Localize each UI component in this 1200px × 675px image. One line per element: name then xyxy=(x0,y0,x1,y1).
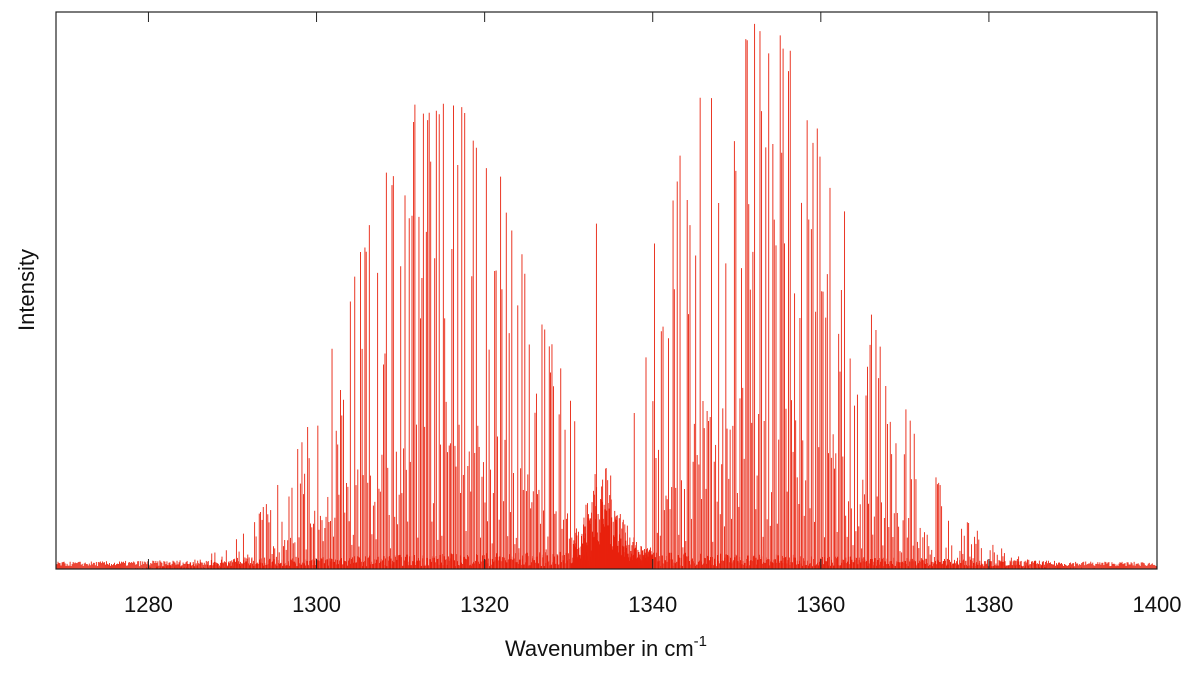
plot-frame xyxy=(55,11,1158,570)
x-tick-label-1340: 1340 xyxy=(628,592,677,617)
y-axis-title: Intensity xyxy=(14,249,39,331)
x-axis-tick-labels: 1280 1300 1320 1340 1360 1380 1400 xyxy=(124,592,1182,617)
x-tick-label-1360: 1360 xyxy=(796,592,845,617)
x-tick-label-1300: 1300 xyxy=(292,592,341,617)
x-tick-label-1380: 1380 xyxy=(964,592,1013,617)
x-axis-ticks xyxy=(147,12,1158,569)
x-axis-title-superscript: -1 xyxy=(694,633,707,650)
x-axis-title: Wavenumber in cm-1 xyxy=(505,633,707,661)
spectrum-sticks xyxy=(55,23,1157,569)
x-axis-title-text: Wavenumber in cm xyxy=(505,636,694,661)
x-tick-label-1400: 1400 xyxy=(1133,592,1182,617)
x-tick-label-1320: 1320 xyxy=(460,592,509,617)
x-tick-label-1280: 1280 xyxy=(124,592,173,617)
